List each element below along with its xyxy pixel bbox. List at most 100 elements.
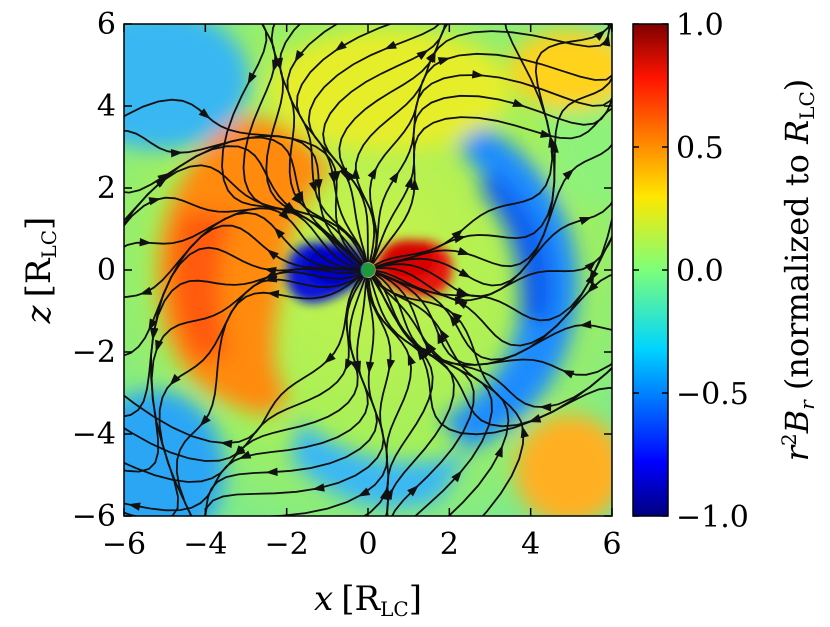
y-tick-label: 0 [97,253,116,288]
streamline-arrow [170,149,184,158]
streamline-arrow [139,286,153,295]
streamline-arrow [389,171,400,184]
streamline [286,24,368,263]
x-tick-label: 2 [440,527,459,562]
streamline-arrow [579,216,592,225]
streamline-arrow [416,348,429,360]
colorbar-title: r2Br(normalized to RLC) [777,79,819,462]
y-tick-label: 4 [97,89,116,124]
streamline-arrow [220,439,233,449]
streamline-arrow [274,57,283,71]
streamline [124,207,361,271]
streamline-arrow [60,393,68,406]
streamline-arrow [454,296,468,305]
streamline [203,277,385,516]
streamline-arrow [92,461,105,469]
streamline-arrow [248,579,261,588]
streamline-arrow [238,450,252,459]
streamline-arrow [365,361,375,374]
streamline [372,107,612,265]
streamline-arrow [357,487,371,497]
streamline [375,271,612,366]
streamline [261,277,392,516]
star-marker [361,263,375,277]
streamline-arrow [587,281,599,294]
streamline-arrow [44,167,56,178]
streamline [124,196,361,270]
streamline-arrow [386,358,396,372]
streamline-arrow [266,249,279,260]
streamline-arrow [169,373,181,386]
x-tick-label: 0 [358,527,377,562]
streamline-arrow [588,269,599,283]
y-tick-label: 6 [97,7,116,42]
streamline [374,273,612,409]
streamline [369,24,612,264]
streamline-arrow [334,40,347,52]
streamline [370,74,612,264]
streamline-arrow [579,320,592,329]
streamline-arrow [425,341,437,354]
streamline [175,274,363,516]
streamline [307,24,441,263]
streamline-arrow [584,260,597,272]
streamline-arrow [593,29,606,41]
x-tick-label: 4 [521,527,540,562]
streamline [221,24,363,266]
colorbar-ticks: 1.0 0.5 0.0 −0.5 −1.0 [633,8,749,535]
streamline [375,272,612,376]
streamline-arrow [278,209,291,221]
colorbar-tick-label: 0.5 [676,131,724,166]
streamline-arrow [443,590,456,598]
y-tick-label: −6 [72,499,116,534]
streamline [124,211,361,299]
streamline [242,24,364,265]
streamline [124,98,363,266]
streamline [204,277,378,516]
x-tick-label: 6 [602,527,621,562]
colorbar-tick-label: −1.0 [676,500,749,535]
streamline-arrow [681,174,693,184]
streamline-arrow [563,4,576,12]
streamline-arrow [384,40,397,50]
streamline-arrow [451,470,463,483]
streamline-arrow [264,266,277,276]
streamline-arrow [550,140,559,153]
streamline-arrow [46,161,59,170]
streamline-arrow [451,229,464,241]
streamline-arrow [437,57,451,66]
x-tick-label: −6 [102,527,146,562]
streamline [375,200,612,298]
streamlines [44,4,706,599]
streamline-arrow [621,62,634,72]
streamline-arrow [613,44,621,56]
streamline-arrow [44,169,57,178]
streamline-arrow [561,369,575,379]
colorbar-tick-label: −0.5 [676,377,749,412]
streamline-arrow [449,314,460,327]
streamline-arrow [426,50,437,63]
streamline-arrow [64,402,73,415]
streamline-arrow [199,414,211,427]
x-axis-ticks: −6 −4 −2 0 2 4 6 [102,24,622,562]
streamline-arrow [696,238,706,250]
streamline-arrow [148,197,162,206]
streamline-arrow [351,360,360,374]
streamline-arrow [407,352,416,366]
right-blue-arm [440,120,579,450]
streamline [158,274,363,516]
streamline-arrow [453,234,467,244]
streamline-arrow [613,45,621,57]
streamline-arrow [692,226,704,234]
streamline-arrow [312,483,325,492]
streamline-arrow [273,227,285,239]
streamline-arrow [494,444,503,458]
x-tick-label: −2 [265,527,309,562]
streamline-arrow [308,180,317,194]
streamline-arrow [602,33,611,47]
streamline-arrow [139,237,152,247]
streamline [295,24,393,263]
streamline [375,24,612,268]
streamline-arrow [444,589,456,599]
